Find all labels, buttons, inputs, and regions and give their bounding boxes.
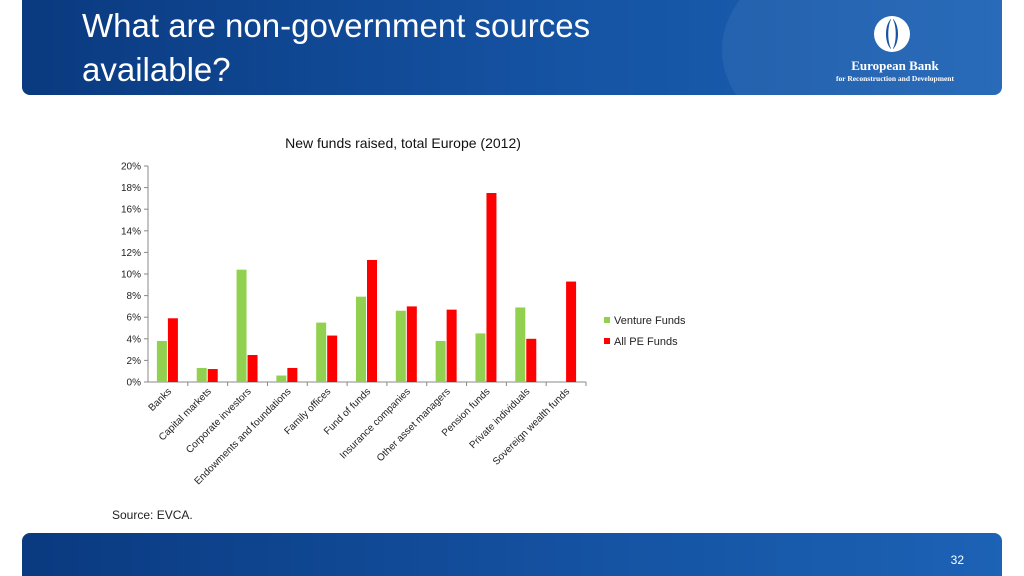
- ebrd-logo-mark-icon: [874, 16, 910, 52]
- bar-venture-5: [356, 296, 366, 382]
- legend-label: All PE Funds: [614, 336, 678, 348]
- bar-pe-8: [486, 193, 497, 382]
- logo-name: European Bank: [851, 58, 939, 73]
- bar-pe-0: [167, 318, 178, 382]
- x-category-label: Other asset managers: [375, 386, 453, 464]
- bar-pe-1: [207, 369, 218, 382]
- bar-pe-10: [566, 281, 577, 382]
- chart-title: New funds raised, total Europe (2012): [285, 135, 521, 151]
- bar-pe-9: [526, 338, 537, 382]
- bar-pe-6: [406, 306, 417, 382]
- bar-pe-3: [287, 367, 298, 382]
- bar-venture-3: [276, 375, 287, 382]
- bar-venture-6: [395, 310, 406, 382]
- page-number: 32: [950, 553, 964, 567]
- x-category-label: Banks: [147, 386, 174, 413]
- y-tick-label: 18%: [121, 183, 141, 194]
- bar-pe-5: [367, 259, 377, 382]
- legend-label: Venture Funds: [614, 315, 686, 327]
- y-tick-label: 14%: [121, 226, 141, 237]
- y-tick-label: 10%: [121, 270, 141, 281]
- y-tick-label: 16%: [121, 205, 141, 216]
- bar-venture-8: [475, 333, 486, 382]
- bar-venture-0: [156, 340, 167, 382]
- y-tick-label: 4%: [127, 334, 142, 345]
- bar-pe-2: [247, 355, 258, 382]
- bar-venture-1: [196, 367, 207, 382]
- y-tick-label: 0%: [127, 378, 142, 389]
- y-tick-label: 20%: [121, 162, 141, 173]
- footer-band: 32: [22, 533, 1002, 576]
- ebrd-logo: European Bank for Reconstruction and Dev…: [820, 14, 970, 84]
- bar-venture-9: [515, 307, 526, 382]
- logo-subtitle: for Reconstruction and Development: [836, 74, 954, 83]
- x-category-label: Sovereign wealth funds: [491, 386, 572, 467]
- legend-swatch-0: [604, 317, 610, 323]
- slide-title: What are non-government sources availabl…: [82, 7, 591, 88]
- y-tick-label: 12%: [121, 248, 141, 259]
- bar-venture-7: [435, 340, 446, 382]
- bar-chart: New funds raised, total Europe (2012) 0%…: [121, 135, 686, 487]
- y-tick-label: 6%: [127, 313, 142, 324]
- bar-venture-4: [316, 322, 327, 382]
- legend-swatch-1: [604, 338, 610, 344]
- bar-venture-2: [236, 269, 247, 382]
- bar-pe-7: [446, 309, 457, 382]
- y-tick-label: 8%: [127, 291, 142, 302]
- header-sheen: [722, 0, 1002, 95]
- y-tick-label: 2%: [127, 356, 142, 367]
- source-note: Source: EVCA.: [112, 508, 193, 522]
- header-band: [22, 0, 1002, 95]
- x-category-label: Insurance companies: [338, 386, 413, 461]
- bar-pe-4: [327, 335, 338, 382]
